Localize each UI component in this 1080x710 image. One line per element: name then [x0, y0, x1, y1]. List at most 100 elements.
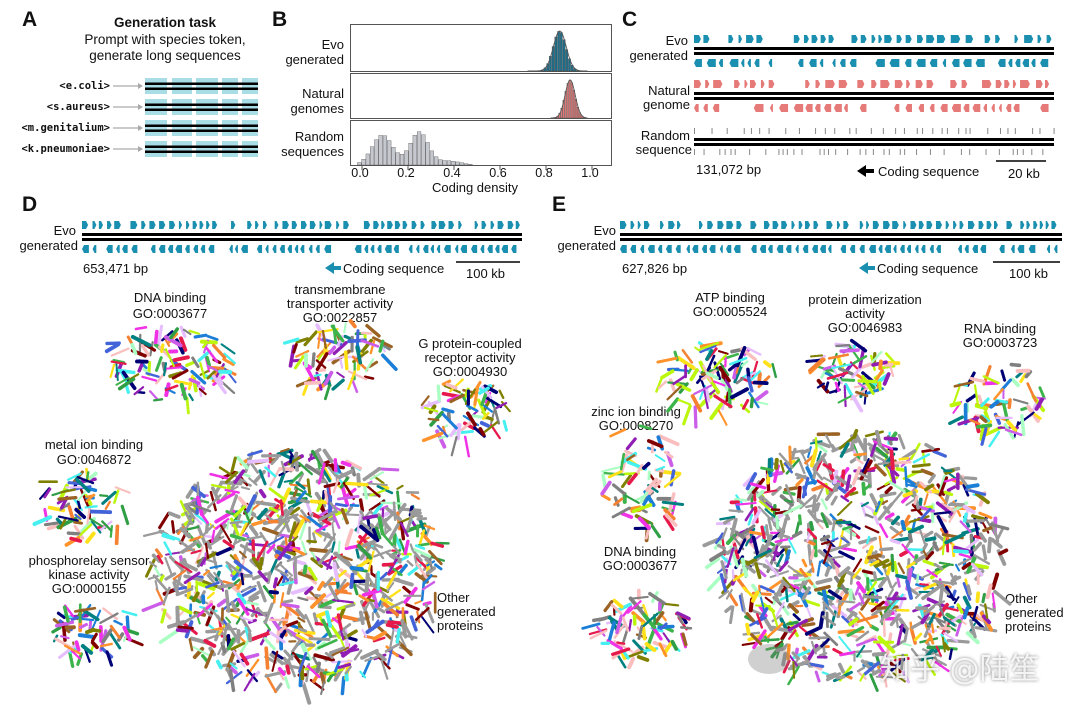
- orf-tick: [1031, 149, 1033, 155]
- protein-helix: [300, 642, 307, 655]
- gene-arrow: [175, 245, 183, 253]
- gene-arrow: [436, 245, 441, 253]
- protein-helix: [922, 530, 934, 539]
- protein-helix: [965, 631, 980, 645]
- gene-arrow: [703, 35, 710, 43]
- protein-helix: [861, 374, 875, 396]
- protein-helix: [773, 592, 780, 604]
- gene-arrow: [857, 80, 865, 88]
- protein-helix: [746, 347, 762, 356]
- protein-helix: [849, 338, 868, 353]
- protein-helix: [67, 505, 75, 520]
- protein-helix: [456, 422, 462, 441]
- protein-helix: [214, 518, 230, 530]
- protein-helix: [884, 512, 895, 520]
- protein-helix: [860, 501, 870, 508]
- protein-helix: [373, 545, 385, 560]
- gene-arrow: [750, 221, 757, 229]
- protein-helix: [271, 650, 279, 672]
- protein-helix: [897, 433, 906, 450]
- orf-tick: [916, 149, 918, 155]
- gene-arrow: [860, 35, 867, 43]
- gene-arrow: [769, 104, 773, 112]
- protein-helix: [867, 466, 877, 472]
- protein-helix: [798, 460, 806, 475]
- orf-tick: [998, 149, 1000, 155]
- protein-helix: [742, 398, 750, 410]
- gene-arrow: [1022, 59, 1030, 67]
- protein-helix: [896, 623, 904, 646]
- protein-helix: [774, 457, 779, 471]
- protein-helix: [729, 517, 738, 539]
- dna-strand: [620, 238, 1062, 241]
- protein-helix: [735, 501, 757, 506]
- protein-helix: [786, 643, 791, 661]
- protein-helix: [88, 620, 93, 632]
- protein-helix: [790, 447, 797, 460]
- protein-helix: [773, 601, 785, 620]
- protein-helix: [377, 656, 391, 670]
- protein-helix: [847, 617, 859, 627]
- gene-arrow: [703, 104, 708, 112]
- protein-helix: [277, 625, 287, 635]
- gene-arrow: [200, 245, 206, 253]
- protein-helix: [158, 574, 165, 584]
- protein-helix: [113, 489, 120, 504]
- orf-tick: [969, 128, 971, 134]
- protein-helix: [936, 619, 950, 634]
- protein-helix: [982, 526, 993, 533]
- gene-arrow: [982, 80, 992, 88]
- protein-helix: [637, 624, 644, 641]
- protein-helix: [644, 642, 657, 653]
- orf-tick: [759, 128, 761, 134]
- protein-helix: [795, 478, 804, 487]
- protein-helix: [74, 513, 82, 521]
- gene-arrow: [878, 245, 883, 253]
- protein-helix: [804, 625, 823, 636]
- protein-helix: [297, 616, 306, 623]
- protein-helix: [162, 586, 171, 605]
- protein-helix: [666, 397, 680, 413]
- gene-arrow: [880, 80, 890, 88]
- e-other-l3: proteins: [1005, 619, 1052, 634]
- d-group3-l1: G protein-coupled: [418, 336, 522, 351]
- protein-helix: [167, 511, 181, 519]
- protein-helix: [958, 552, 972, 559]
- protein-helix: [203, 649, 215, 670]
- b-xtick-5: 1.0: [581, 166, 599, 180]
- protein-helix: [759, 585, 775, 594]
- protein-helix: [295, 490, 307, 503]
- protein-helix: [764, 531, 773, 540]
- protein-helix: [846, 607, 858, 616]
- gene-arrow: [131, 245, 138, 253]
- gene-arrow: [936, 245, 941, 253]
- protein-helix: [816, 382, 826, 389]
- protein-helix: [398, 538, 407, 554]
- dna-strand: [82, 233, 522, 236]
- gene-arrow: [377, 245, 382, 253]
- protein-helix: [903, 627, 909, 643]
- gene-arrow: [820, 35, 826, 43]
- protein-helix: [1033, 413, 1042, 420]
- gene-arrow: [256, 245, 263, 253]
- protein-helix: [945, 612, 962, 624]
- gene-arrow: [893, 245, 897, 253]
- gene-arrow: [838, 80, 848, 88]
- protein-helix: [128, 373, 140, 381]
- protein-helix: [923, 493, 929, 507]
- protein-helix: [991, 572, 1000, 591]
- protein-helix: [498, 389, 505, 399]
- protein-helix: [875, 447, 889, 459]
- gene-arrow: [749, 80, 757, 88]
- protein-helix: [190, 369, 207, 385]
- protein-helix: [856, 644, 866, 658]
- protein-helix: [240, 486, 251, 491]
- gene-arrow: [713, 80, 723, 88]
- protein-helix: [315, 524, 329, 533]
- gene-arrow: [986, 221, 992, 229]
- protein-helix: [675, 611, 691, 621]
- protein-helix: [360, 331, 373, 335]
- orf-tick: [786, 149, 788, 155]
- gene-arrow: [291, 221, 298, 229]
- protein-helix: [179, 325, 187, 338]
